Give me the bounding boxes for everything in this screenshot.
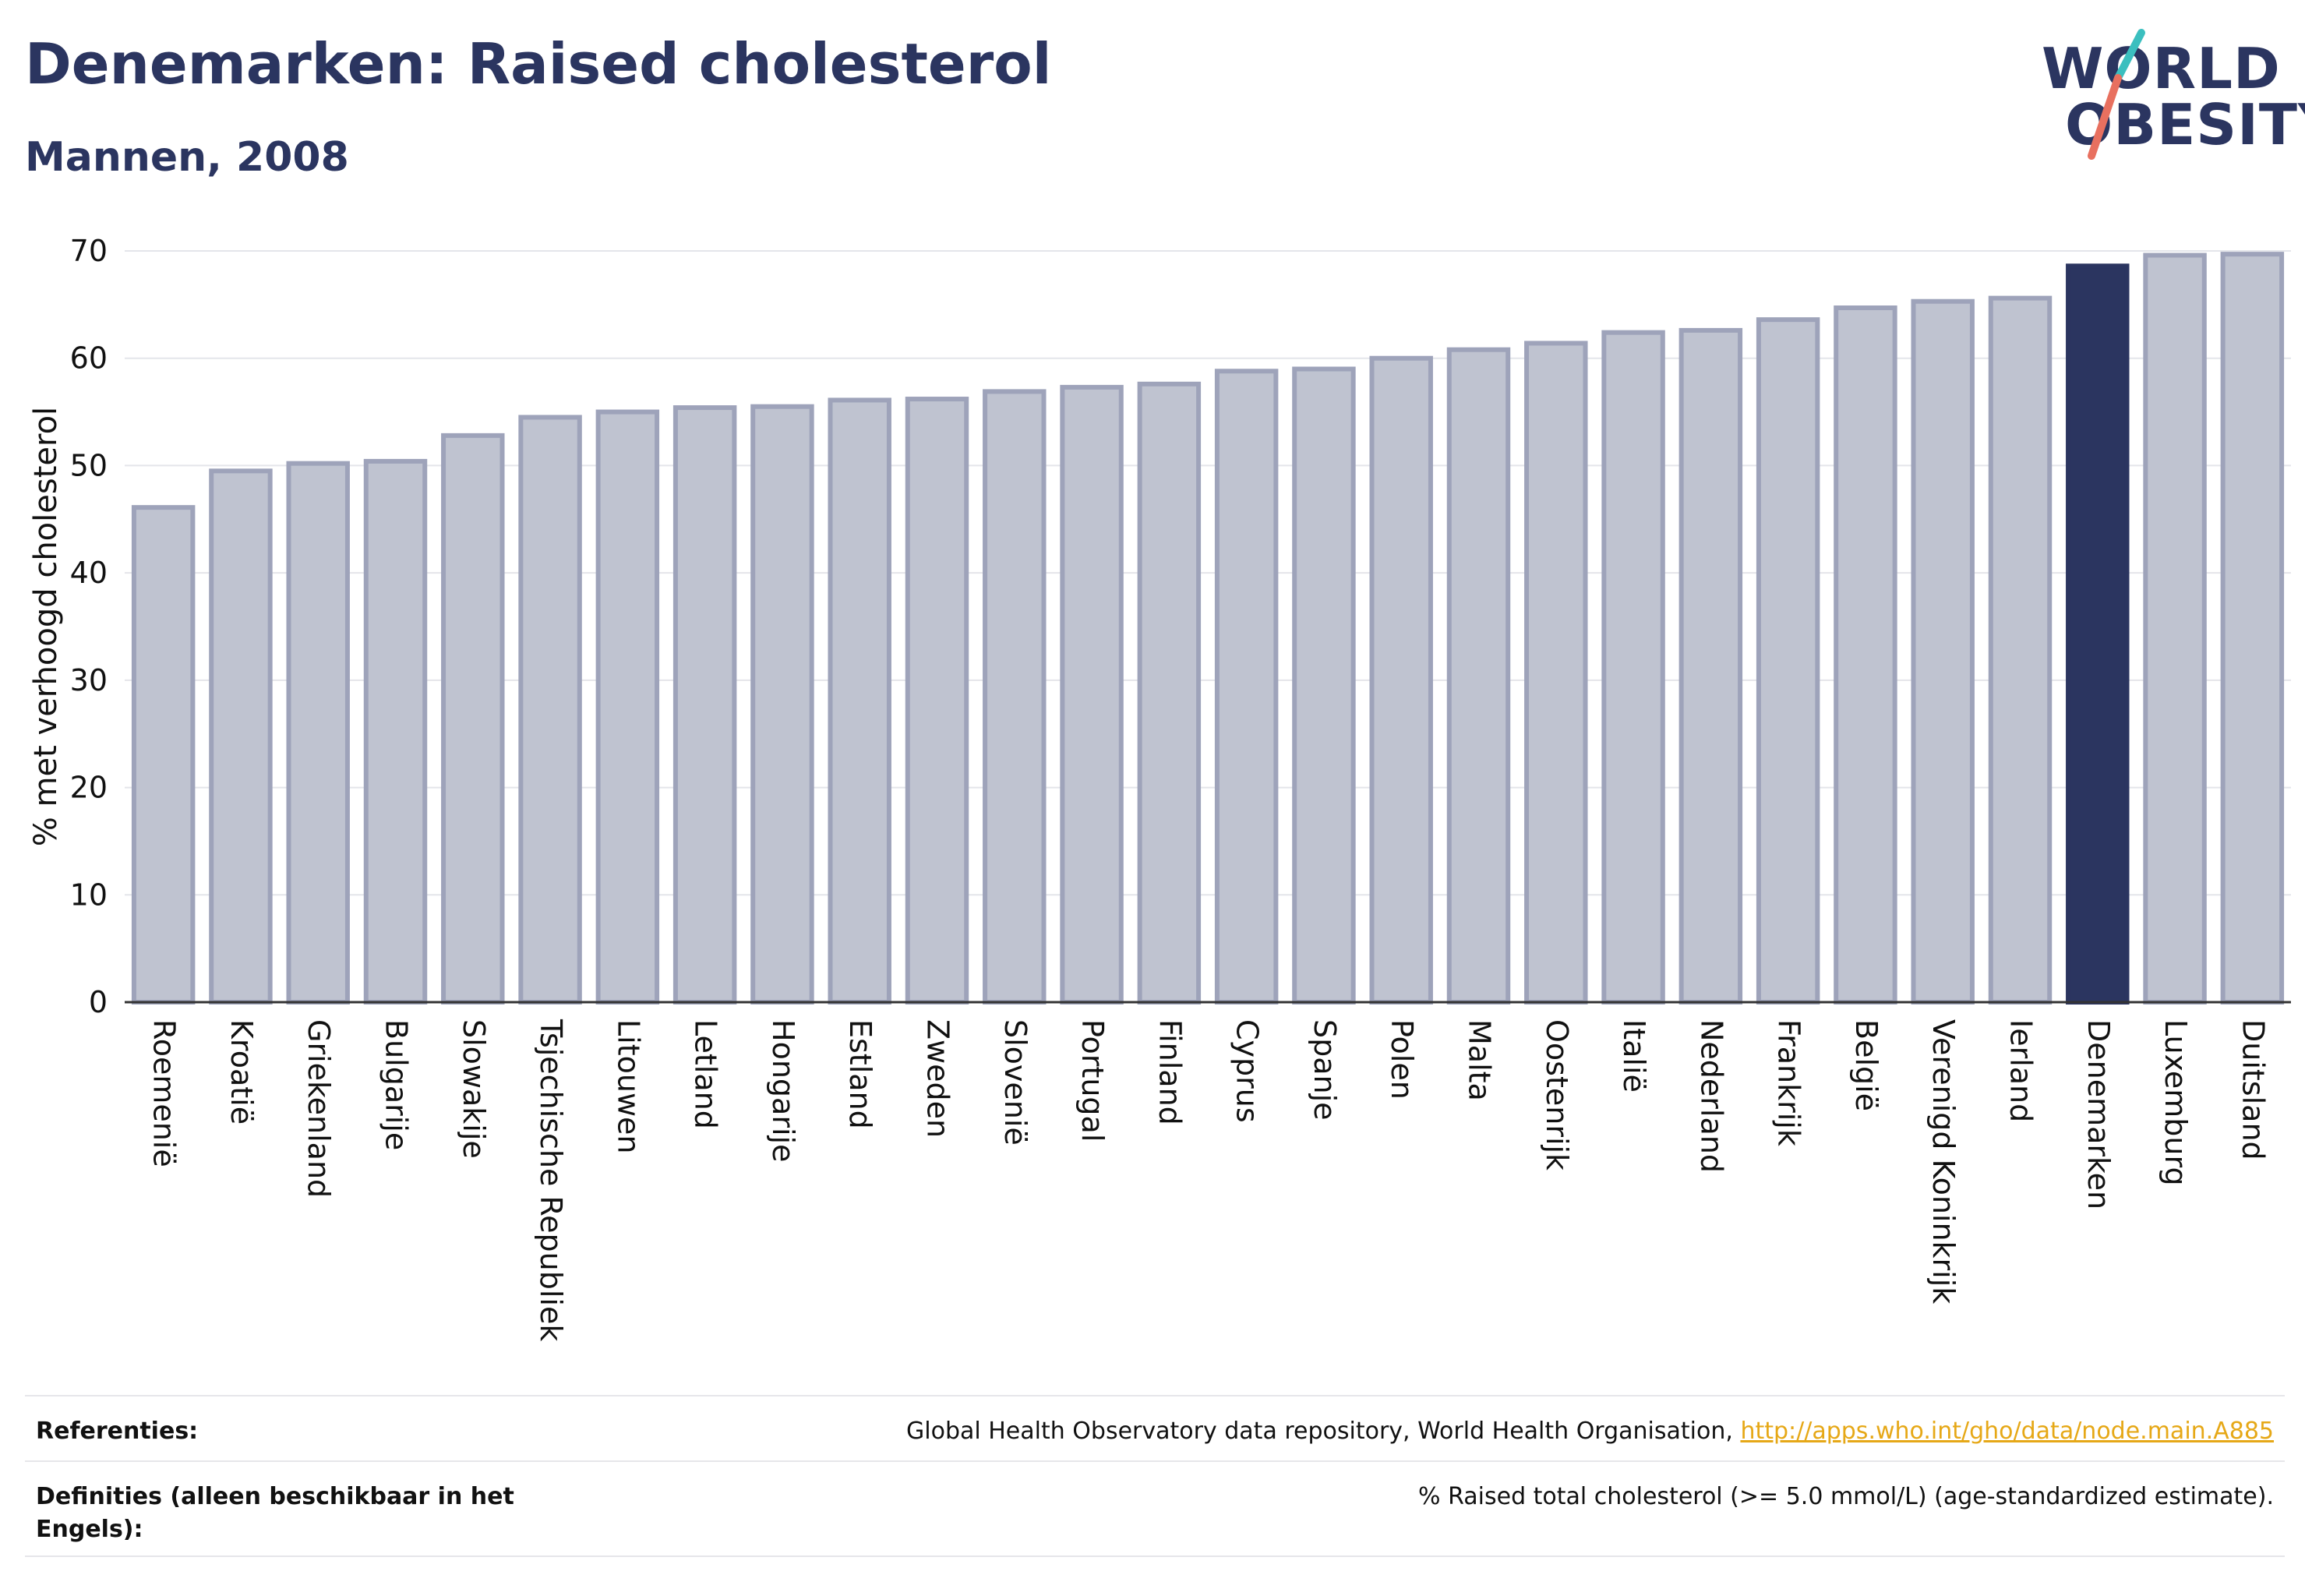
bar-slovenië[interactable] [983, 389, 1047, 1005]
bar-litouwen[interactable] [595, 409, 660, 1005]
y-tick-label: 10 [70, 877, 108, 912]
x-tick-label: Zweden [921, 1019, 955, 1138]
y-tick-label: 0 [89, 985, 108, 1019]
x-tick-label: Spanje [1308, 1019, 1342, 1121]
y-tick-label: 40 [70, 556, 108, 590]
y-axis-label: % met verhoogd cholesterol [28, 407, 64, 846]
x-tick-label: Slovenië [998, 1019, 1032, 1146]
x-tick-label: België [1849, 1019, 1883, 1111]
x-tick-label: Bulgarije [379, 1019, 414, 1150]
y-tick-label: 60 [70, 341, 108, 376]
y-tick-label: 30 [70, 663, 108, 697]
bar-verenigd-koninkrijk[interactable] [1911, 298, 1975, 1005]
bar-denemarken[interactable] [2066, 263, 2130, 1005]
x-tick-label: Ierland [2004, 1019, 2038, 1122]
references-table: Referenties: Global Health Observatory d… [25, 1395, 2285, 1557]
page-title: Denemarken: Raised cholesterol [25, 31, 1052, 97]
bar-slowakije[interactable] [441, 433, 505, 1005]
x-tick-label: Tsjechische Republiek [534, 1019, 568, 1341]
x-tick-label: Frankrijk [1772, 1019, 1806, 1146]
bar-bulgarije[interactable] [363, 458, 428, 1005]
bar-hongarije[interactable] [750, 404, 814, 1005]
x-tick-label: Finland [1152, 1019, 1187, 1125]
logo-slash-icon [2088, 29, 2145, 160]
x-tick-label: Griekenland [302, 1019, 336, 1198]
bar-estland[interactable] [828, 397, 891, 1005]
bar-letland[interactable] [672, 405, 737, 1005]
definitions-value: % Raised total cholesterol (>= 5.0 mmol/… [1418, 1483, 2274, 1510]
chart-bars [131, 252, 2285, 1005]
bar-roemenië[interactable] [131, 505, 196, 1005]
x-tick-label: Italië [1617, 1019, 1651, 1093]
x-tick-label: Luxemburg [2159, 1019, 2193, 1186]
bar-cyprus[interactable] [1214, 369, 1279, 1005]
references-link[interactable]: http://apps.who.int/gho/data/node.main.A… [1740, 1418, 2274, 1445]
references-value: Global Health Observatory data repositor… [906, 1415, 2274, 1448]
x-tick-label: Malta [1463, 1019, 1497, 1101]
x-tick-label: Litouwen [611, 1019, 645, 1154]
y-tick-label: 20 [70, 771, 108, 805]
x-tick-label: Denemarken [2081, 1019, 2116, 1209]
bar-spanje[interactable] [1292, 366, 1356, 1005]
definitions-label: Definities (alleen beschikbaar in het En… [36, 1483, 514, 1543]
references-label: Referenties: [36, 1418, 199, 1445]
x-tick-label: Oostenrijk [1540, 1019, 1574, 1171]
y-tick-label: 70 [70, 234, 108, 268]
x-tick-label: Hongarije [766, 1019, 800, 1162]
x-tick-label: Verenigd Koninkrijk [1926, 1019, 1961, 1304]
x-tick-label: Nederland [1694, 1019, 1728, 1173]
bar-griekenland[interactable] [286, 461, 350, 1005]
bar-polen[interactable] [1369, 355, 1433, 1005]
bar-luxemburg[interactable] [2143, 252, 2207, 1005]
bar-kroatië[interactable] [209, 468, 273, 1005]
bar-finland[interactable] [1137, 381, 1202, 1005]
y-axis-ticks: 0 10 20 30 40 50 60 70 [70, 234, 108, 1019]
world-obesity-logo[interactable]: WORLD OBESITY [2026, 22, 2305, 170]
x-axis-ticks: Roemenië Kroatië Griekenland Bulgarije Slowa… [147, 1019, 2271, 1341]
bar-duitsland[interactable] [2220, 252, 2285, 1005]
y-tick-label: 50 [70, 448, 108, 482]
x-tick-label: Cyprus [1230, 1019, 1265, 1123]
bar-frankrijk[interactable] [1756, 317, 1820, 1005]
x-tick-label: Duitsland [2236, 1019, 2270, 1160]
bar-nederland[interactable] [1678, 327, 1743, 1005]
bar-belgië[interactable] [1834, 305, 1897, 1005]
bar-ierland[interactable] [1988, 295, 2053, 1005]
logo-text-line1: WORLD [2042, 36, 2281, 101]
bar-malta[interactable] [1446, 347, 1511, 1005]
bar-tsjechische-republiek[interactable] [518, 415, 582, 1005]
bar-zweden[interactable] [905, 397, 969, 1005]
bar-italië[interactable] [1601, 330, 1665, 1005]
references-text: Global Health Observatory data repositor… [906, 1418, 1741, 1445]
definitions-row: Definities (alleen beschikbaar in het En… [25, 1460, 2285, 1557]
bar-chart: 0 10 20 30 40 50 60 70 Roemenië Kroatië Griekenla… [28, 234, 2291, 1341]
x-tick-label: Kroatië [224, 1019, 259, 1125]
x-tick-label: Roemenië [147, 1019, 182, 1167]
bar-portugal[interactable] [1060, 384, 1124, 1005]
x-tick-label: Polen [1385, 1019, 1419, 1100]
references-row: Referenties: Global Health Observatory d… [25, 1395, 2285, 1460]
page-subtitle: Mannen, 2008 [25, 134, 349, 181]
x-tick-label: Letland [689, 1019, 723, 1129]
x-tick-label: Portugal [1075, 1019, 1110, 1142]
x-tick-label: Estland [843, 1019, 877, 1129]
bar-oostenrijk[interactable] [1524, 341, 1588, 1005]
x-tick-label: Slowakije [457, 1019, 491, 1159]
